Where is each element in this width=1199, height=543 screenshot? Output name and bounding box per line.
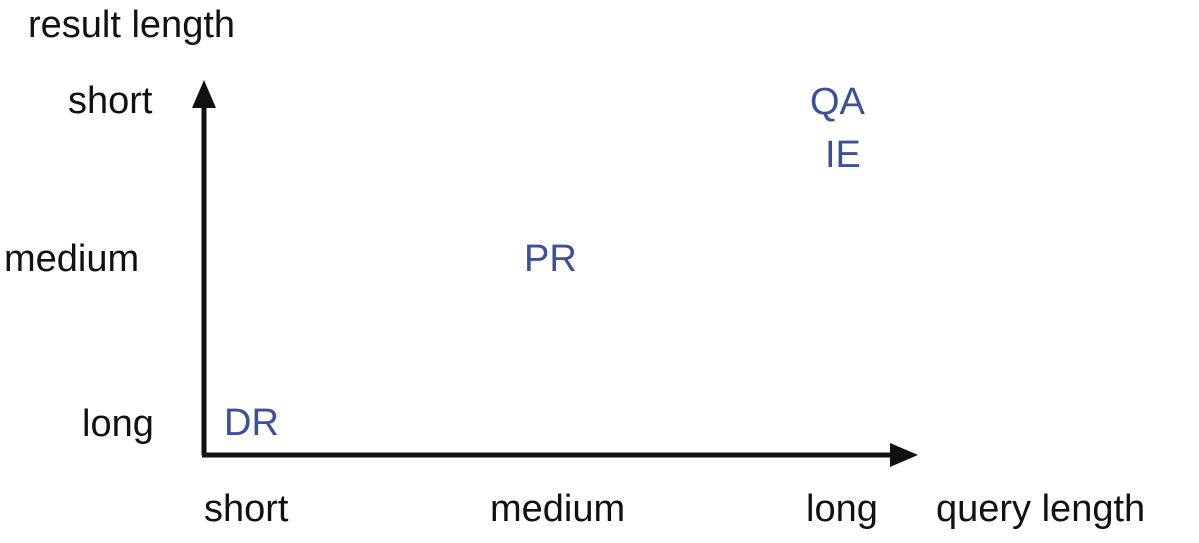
x-axis-title: query length	[936, 488, 1146, 530]
x-axis-arrowhead	[890, 443, 918, 467]
item-ie: IE	[825, 134, 861, 176]
item-pr: PR	[524, 238, 577, 280]
y-tick-short: short	[68, 80, 153, 122]
x-tick-short: short	[204, 488, 289, 530]
y-tick-long: long	[82, 403, 154, 445]
x-tick-long: long	[806, 488, 878, 530]
item-dr: DR	[224, 402, 279, 444]
x-tick-medium: medium	[490, 488, 626, 530]
y-axis-arrowhead	[192, 80, 216, 108]
item-qa: QA	[810, 81, 865, 123]
y-tick-medium: medium	[4, 238, 140, 280]
y-axis-title: result length	[28, 4, 236, 46]
